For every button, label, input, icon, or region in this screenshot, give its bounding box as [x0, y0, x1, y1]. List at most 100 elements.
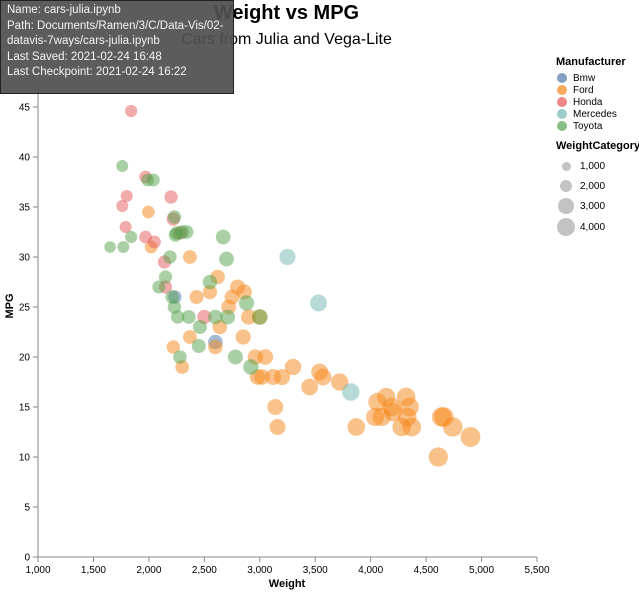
- tooltip-line-path-cont: datavis-7ways/cars-julia.ipynb: [7, 35, 160, 47]
- point-toyota[interactable]: [220, 309, 236, 325]
- point-ford[interactable]: [208, 339, 223, 355]
- y-tick-label: 40: [19, 153, 31, 164]
- point-ford[interactable]: [241, 309, 257, 325]
- point-ford[interactable]: [257, 349, 274, 365]
- x-tick-label: 1,000: [25, 565, 50, 576]
- point-toyota[interactable]: [117, 241, 130, 253]
- point-toyota[interactable]: [163, 250, 177, 264]
- point-toyota[interactable]: [158, 270, 173, 284]
- point-toyota[interactable]: [191, 338, 206, 354]
- point-ford[interactable]: [166, 340, 180, 354]
- y-tick-label: 0: [24, 553, 30, 564]
- y-tick-label: 5: [24, 503, 30, 514]
- point-ford[interactable]: [330, 373, 349, 391]
- point-mercedes[interactable]: [279, 248, 296, 266]
- point-toyota[interactable]: [227, 349, 243, 365]
- point-toyota[interactable]: [251, 309, 268, 325]
- size-legend-symbol: [561, 161, 571, 171]
- point-toyota[interactable]: [125, 230, 138, 244]
- x-axis-title: Weight: [269, 578, 306, 590]
- legend-label: Bmw: [573, 72, 596, 84]
- legend-label: Toyota: [573, 120, 603, 132]
- legend-label: Mercedes: [573, 108, 617, 120]
- point-toyota[interactable]: [238, 295, 255, 311]
- point-honda[interactable]: [116, 200, 129, 212]
- point-toyota[interactable]: [170, 310, 185, 324]
- point-toyota[interactable]: [173, 350, 187, 364]
- axes: 1,000 1,500 2,000 2,500 3,000 3,500 4,000 4,500…: [19, 87, 550, 576]
- x-tick-label: 4,500: [414, 565, 439, 576]
- x-tick-label: 2,000: [136, 565, 161, 576]
- point-toyota[interactable]: [181, 310, 196, 324]
- point-mercedes[interactable]: [310, 294, 328, 312]
- x-tick-label: 5,000: [469, 565, 494, 576]
- tooltip-line-last-saved: Last Saved: 2021-02-24 16:48: [7, 50, 162, 63]
- point-ford[interactable]: [383, 402, 403, 422]
- legend-item-ford[interactable]: Ford: [556, 84, 639, 96]
- legend-label: Honda: [573, 96, 603, 108]
- legend-item-bmw[interactable]: Bmw: [556, 72, 639, 84]
- point-toyota[interactable]: [202, 274, 218, 290]
- point-honda[interactable]: [119, 220, 132, 234]
- point-ford[interactable]: [267, 399, 284, 415]
- point-ford[interactable]: [269, 419, 286, 435]
- x-tick-label: 2,500: [192, 565, 217, 576]
- size-legend: 1,000 2,000 3,000 4,000: [556, 156, 639, 238]
- legend-item-toyota[interactable]: Toyota: [556, 120, 639, 132]
- point-toyota[interactable]: [219, 251, 234, 267]
- point-ford[interactable]: [235, 329, 251, 345]
- legend: Manufacturer Bmw Ford Honda Mercedes Toyota …: [556, 56, 639, 238]
- point-honda[interactable]: [125, 104, 138, 118]
- legend-symbol: [557, 73, 567, 83]
- x-tick-label: 4,000: [358, 565, 383, 576]
- point-toyota[interactable]: [165, 290, 179, 304]
- point-toyota[interactable]: [192, 319, 207, 335]
- point-honda[interactable]: [120, 189, 133, 203]
- point-ford[interactable]: [202, 284, 218, 300]
- point-ford[interactable]: [273, 368, 291, 386]
- point-ford[interactable]: [301, 378, 319, 396]
- point-ford[interactable]: [141, 205, 155, 219]
- x-tick-label: 5,500: [524, 565, 549, 576]
- point-ford[interactable]: [400, 397, 419, 417]
- legend-label: Ford: [573, 84, 594, 96]
- point-ford[interactable]: [189, 289, 204, 305]
- x-tick-label: 3,000: [247, 565, 272, 576]
- point-mercedes[interactable]: [341, 383, 360, 401]
- legend-item-honda[interactable]: Honda: [556, 96, 639, 108]
- point-ford[interactable]: [428, 447, 448, 467]
- legend-symbol: [557, 85, 567, 95]
- point-toyota[interactable]: [243, 359, 259, 375]
- point-ford[interactable]: [182, 330, 197, 344]
- point-toyota[interactable]: [208, 309, 223, 325]
- point-ford[interactable]: [460, 427, 481, 447]
- data-points: [104, 104, 481, 467]
- y-axis-title: MPG: [4, 293, 16, 318]
- point-ford[interactable]: [347, 418, 366, 436]
- chart-title: Weight vs MPG: [213, 2, 360, 24]
- point-ford[interactable]: [442, 417, 463, 437]
- point-ford[interactable]: [182, 250, 197, 264]
- point-toyota[interactable]: [146, 173, 160, 187]
- point-toyota[interactable]: [215, 229, 231, 245]
- y-tick-label: 30: [19, 253, 31, 264]
- tooltip-line-last-checkpoint: Last Checkpoint: 2021-02-24 16:22: [7, 66, 187, 78]
- point-toyota[interactable]: [179, 225, 194, 239]
- point-ford[interactable]: [254, 369, 270, 385]
- point-honda[interactable]: [164, 190, 178, 204]
- y-tick-label: 15: [19, 403, 31, 414]
- point-ford[interactable]: [284, 358, 302, 376]
- point-toyota[interactable]: [116, 160, 129, 172]
- point-toyota[interactable]: [152, 280, 166, 294]
- size-legend-symbol: [558, 198, 574, 214]
- point-ford[interactable]: [402, 417, 422, 437]
- y-tick-label: 10: [19, 453, 31, 464]
- point-toyota[interactable]: [167, 210, 182, 224]
- point-ford[interactable]: [314, 368, 332, 386]
- point-honda[interactable]: [147, 235, 161, 249]
- color-legend-title: Manufacturer: [556, 56, 626, 68]
- legend-item-mercedes[interactable]: Mercedes: [556, 108, 639, 120]
- tooltip-line-name: Name: cars-julia.ipynb: [7, 4, 121, 16]
- point-toyota[interactable]: [104, 241, 116, 253]
